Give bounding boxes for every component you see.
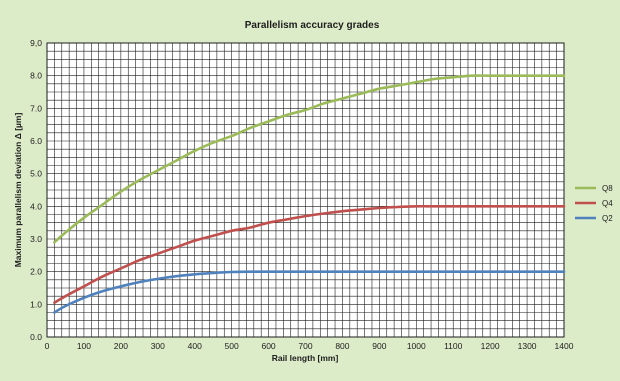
- x-axis-label: Rail length [mm]: [272, 353, 339, 363]
- series-lines: [53, 74, 566, 314]
- x-tick-label: 500: [225, 341, 239, 351]
- grid-lines: [47, 43, 564, 337]
- legend-label-q4: Q4: [602, 199, 613, 208]
- y-tick-label: 3.0: [30, 234, 42, 244]
- x-axis-ticks: 0 100 200 300 400 500 600 700 800 900 1000 1100 1200…: [45, 341, 574, 351]
- x-tick-label: 600: [261, 341, 275, 351]
- y-tick-label: 1.0: [30, 299, 42, 309]
- y-tick-label: 7.0: [30, 103, 42, 113]
- x-tick-label: 300: [151, 341, 165, 351]
- x-tick-label: 1200: [481, 341, 500, 351]
- x-tick-label: 200: [114, 341, 128, 351]
- x-tick-label: 1000: [407, 341, 426, 351]
- y-tick-label: 5.0: [30, 169, 42, 179]
- x-tick-label: 900: [372, 341, 386, 351]
- x-tick-label: 400: [188, 341, 202, 351]
- y-tick-label: 0.0: [30, 332, 42, 342]
- x-tick-label: 1300: [518, 341, 537, 351]
- x-tick-label: 700: [298, 341, 312, 351]
- y-tick-label: 6.0: [30, 136, 42, 146]
- chart-title: Parallelism accuracy grades: [245, 20, 380, 31]
- legend-label-q2: Q2: [602, 214, 613, 223]
- legend-label-q8: Q8: [602, 184, 613, 193]
- y-tick-label: 8.0: [30, 71, 42, 81]
- y-tick-label: 4.0: [30, 201, 42, 211]
- x-tick-label: 800: [335, 341, 349, 351]
- series-line-q2: [53, 270, 566, 314]
- x-tick-label: 1400: [555, 341, 574, 351]
- series-line-q4: [53, 204, 566, 304]
- y-axis-label: Maximum parallelism deviation Δ [µm]: [13, 113, 23, 268]
- series-line-q8: [53, 74, 566, 244]
- x-tick-label: 1100: [444, 341, 463, 351]
- x-tick-label: 0: [45, 341, 50, 351]
- legend: Q8 Q4 Q2: [575, 184, 613, 223]
- x-tick-label: 100: [77, 341, 91, 351]
- y-axis-ticks: 0.0 1.0 2.0 3.0 4.0 5.0 6.0 7.0 8.0 9,0: [30, 38, 42, 342]
- y-tick-label: 9,0: [30, 38, 42, 48]
- y-tick-label: 2.0: [30, 267, 42, 277]
